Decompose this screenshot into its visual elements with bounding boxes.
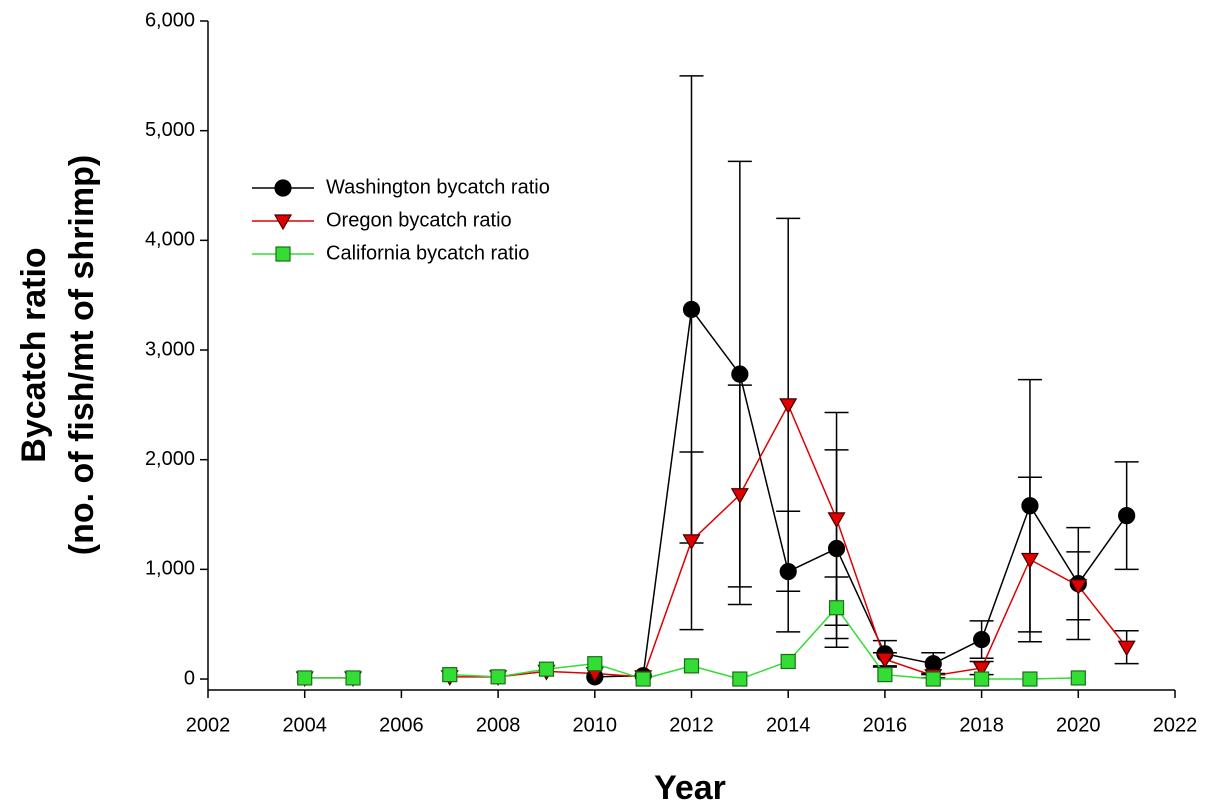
point (780, 653, 796, 670)
point (442, 667, 458, 683)
point (1022, 671, 1038, 687)
point (732, 671, 748, 687)
legend-marker (275, 246, 291, 262)
legend-marker (274, 179, 292, 197)
x-tick-label: 2002 (186, 714, 231, 736)
x-tick-label: 2016 (863, 714, 908, 736)
series-line (594, 307, 1128, 678)
point (490, 669, 506, 685)
series-line (449, 606, 1079, 680)
x-tick-label: 2012 (669, 714, 714, 736)
point (828, 600, 845, 616)
point (779, 562, 797, 581)
point (1118, 507, 1136, 525)
point (730, 488, 749, 504)
x-tick-label: 2010 (573, 714, 618, 736)
point (1021, 497, 1039, 515)
point (683, 658, 700, 674)
x-tick-label: 2014 (766, 714, 811, 736)
y-tick-label: 5,000 (145, 119, 195, 141)
y-tick-label: 0 (184, 667, 195, 689)
point (635, 671, 651, 687)
point (1117, 640, 1136, 657)
point (877, 667, 893, 683)
point (345, 670, 361, 686)
y-tick-label: 2,000 (145, 448, 195, 470)
point (538, 661, 555, 677)
y-axis-label: (no. of fish/mt of shrimp) (63, 155, 101, 555)
point (731, 365, 749, 383)
point (682, 534, 701, 551)
legend-label: Washington bycatch ratio (326, 176, 550, 198)
point (875, 652, 894, 669)
x-tick-label: 2006 (379, 714, 424, 736)
x-axis-label: Year (654, 769, 726, 807)
point (972, 630, 991, 649)
x-tick-label: 2008 (476, 714, 521, 736)
point (827, 512, 846, 529)
point (587, 656, 603, 672)
legend-label: Oregon bycatch ratio (326, 209, 512, 231)
y-tick-label: 4,000 (145, 229, 195, 251)
x-tick-label: 2004 (282, 714, 327, 736)
legend-label: California bycatch ratio (326, 242, 529, 264)
point (1069, 579, 1088, 596)
y-tick-label: 3,000 (145, 338, 195, 360)
x-tick-label: 2020 (1056, 714, 1101, 736)
x-tick-label: 2018 (959, 714, 1004, 736)
x-tick-label: 2022 (1153, 714, 1198, 736)
point (827, 539, 846, 558)
point (925, 671, 941, 687)
y-axis-label: Bycatch ratio (15, 247, 53, 462)
legend-marker (273, 214, 293, 231)
y-tick-label: 6,000 (145, 9, 195, 31)
y-tick-label: 1,000 (145, 558, 195, 580)
point (779, 398, 798, 415)
point (1020, 552, 1039, 569)
point (972, 661, 991, 678)
point (1070, 670, 1086, 686)
point (682, 300, 701, 319)
point (297, 670, 313, 686)
point (973, 671, 990, 687)
